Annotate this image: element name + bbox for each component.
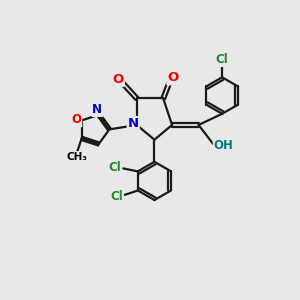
Text: CH₃: CH₃ — [67, 152, 88, 162]
Text: Cl: Cl — [110, 190, 123, 203]
Text: O: O — [167, 71, 178, 84]
Text: OH: OH — [214, 139, 233, 152]
Text: Cl: Cl — [109, 161, 121, 174]
Text: Cl: Cl — [216, 53, 229, 66]
Text: O: O — [112, 73, 124, 86]
Text: N: N — [92, 103, 102, 116]
Text: N: N — [128, 117, 139, 130]
Text: O: O — [71, 113, 81, 126]
